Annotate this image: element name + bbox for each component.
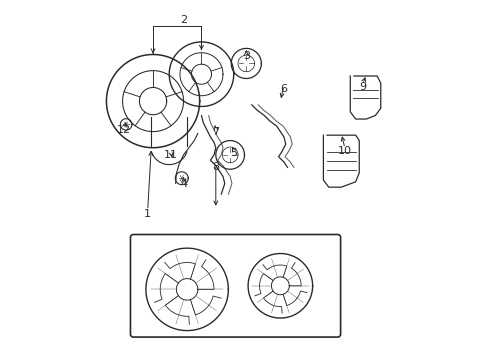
Text: 2: 2 — [180, 15, 187, 26]
Text: 9: 9 — [359, 82, 366, 92]
Text: 8: 8 — [212, 162, 219, 172]
Text: 4: 4 — [180, 179, 187, 189]
Text: 12: 12 — [117, 125, 131, 135]
Text: 7: 7 — [212, 127, 219, 136]
Text: 1: 1 — [144, 209, 151, 219]
Text: 3: 3 — [243, 51, 249, 61]
Text: 6: 6 — [280, 84, 287, 94]
Text: 10: 10 — [337, 146, 351, 156]
Text: 11: 11 — [163, 150, 178, 160]
Text: 5: 5 — [230, 148, 237, 158]
